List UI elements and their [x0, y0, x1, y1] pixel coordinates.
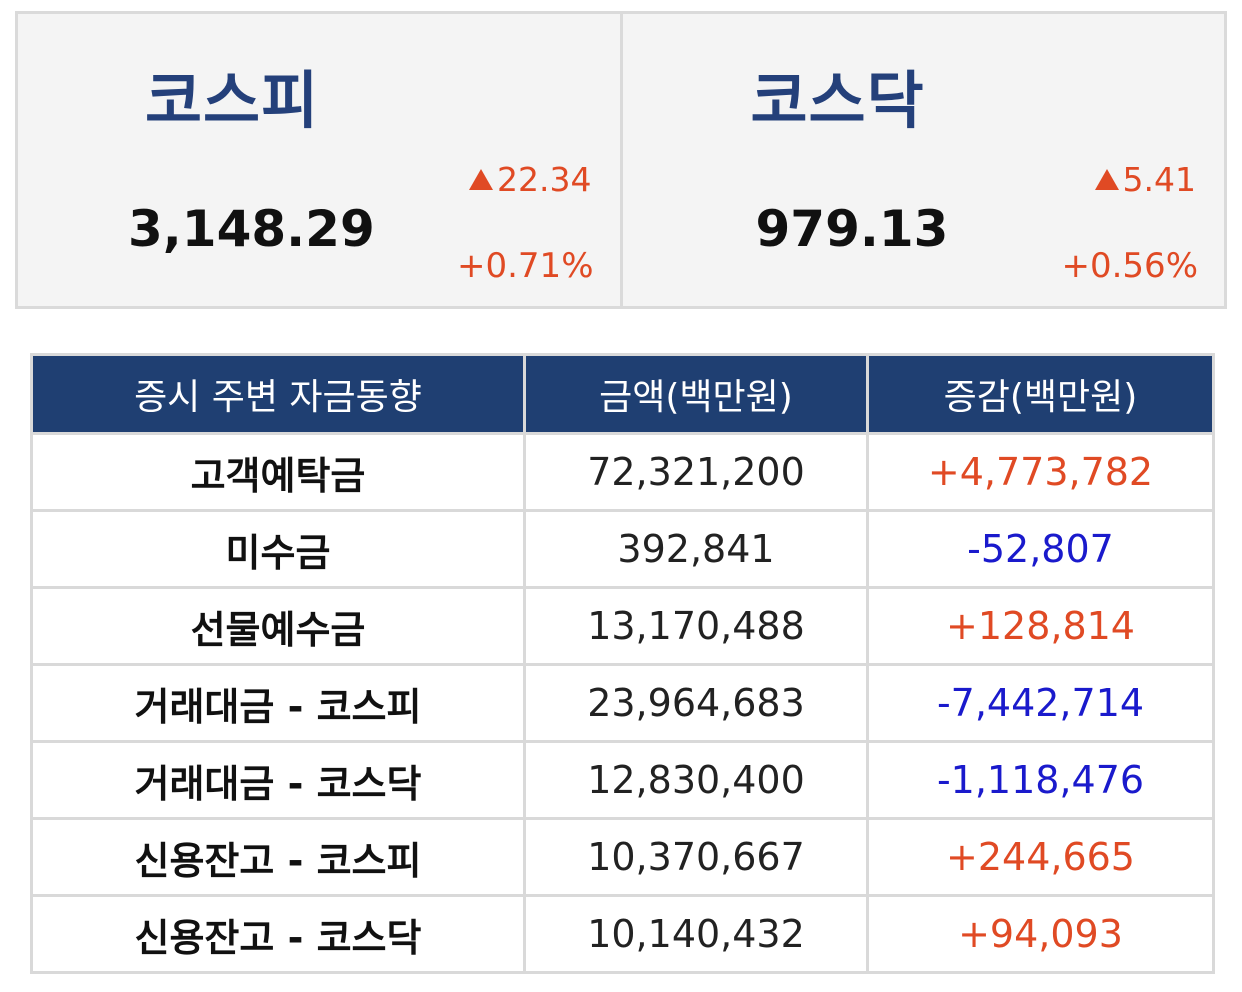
table-row: 고객예탁금 72,321,200 +4,773,782: [30, 432, 1215, 512]
row-amount: 12,830,400: [523, 740, 869, 820]
kospi-index-name: 코스피: [145, 64, 320, 137]
column-header-amount: 금액(백만원): [523, 353, 869, 435]
row-amount: 72,321,200: [523, 432, 869, 512]
table-row: 거래대금 - 코스피 23,964,683 -7,442,714: [30, 663, 1215, 743]
table-row: 거래대금 - 코스닥 12,830,400 -1,118,476: [30, 740, 1215, 820]
row-label: 선물예수금: [30, 586, 526, 666]
row-label: 신용잔고 - 코스닥: [30, 894, 526, 974]
row-amount: 13,170,488: [523, 586, 869, 666]
kospi-index-change: 22.34: [469, 160, 592, 199]
kospi-change-value: 22.34: [497, 160, 592, 199]
table-row: 신용잔고 - 코스닥 10,140,432 +94,093: [30, 894, 1215, 974]
kosdaq-index-change: 5.41: [1094, 160, 1196, 199]
row-amount: 10,140,432: [523, 894, 869, 974]
row-label: 미수금: [30, 509, 526, 589]
kosdaq-index-value: 979.13: [755, 200, 949, 258]
kosdaq-index-card: 코스닥 979.13 5.41 +0.56%: [619, 14, 1225, 306]
row-label: 고객예탁금: [30, 432, 526, 512]
row-change: -7,442,714: [866, 663, 1215, 743]
column-header-category: 증시 주변 자금동향: [30, 353, 526, 435]
table-header-row: 증시 주변 자금동향 금액(백만원) 증감(백만원): [30, 353, 1215, 435]
kosdaq-index-name: 코스닥: [750, 64, 925, 137]
row-label: 거래대금 - 코스피: [30, 663, 526, 743]
kosdaq-index-rate: +0.56%: [1061, 246, 1199, 286]
kospi-index-value: 3,148.29: [128, 200, 375, 258]
row-label: 거래대금 - 코스닥: [30, 740, 526, 820]
row-amount: 23,964,683: [523, 663, 869, 743]
up-triangle-icon: [469, 169, 494, 190]
up-triangle-icon: [1094, 169, 1119, 190]
fund-flow-table: 증시 주변 자금동향 금액(백만원) 증감(백만원) 고객예탁금 72,321,…: [30, 353, 1215, 974]
table-row: 미수금 392,841 -52,807: [30, 509, 1215, 589]
table-row: 선물예수금 13,170,488 +128,814: [30, 586, 1215, 666]
column-header-change: 증감(백만원): [866, 353, 1215, 435]
row-change: -52,807: [866, 509, 1215, 589]
row-change: +128,814: [866, 586, 1215, 666]
kosdaq-change-value: 5.41: [1122, 160, 1196, 199]
row-label: 신용잔고 - 코스피: [30, 817, 526, 897]
row-amount: 392,841: [523, 509, 869, 589]
kospi-index-card: 코스피 3,148.29 22.34 +0.71%: [18, 14, 620, 306]
market-index-panel: 코스피 3,148.29 22.34 +0.71% 코스닥 979.13 5.4…: [15, 11, 1227, 309]
row-change: +94,093: [866, 894, 1215, 974]
table-row: 신용잔고 - 코스피 10,370,667 +244,665: [30, 817, 1215, 897]
row-change: +4,773,782: [866, 432, 1215, 512]
row-change: -1,118,476: [866, 740, 1215, 820]
row-amount: 10,370,667: [523, 817, 869, 897]
row-change: +244,665: [866, 817, 1215, 897]
kospi-index-rate: +0.71%: [457, 246, 594, 286]
